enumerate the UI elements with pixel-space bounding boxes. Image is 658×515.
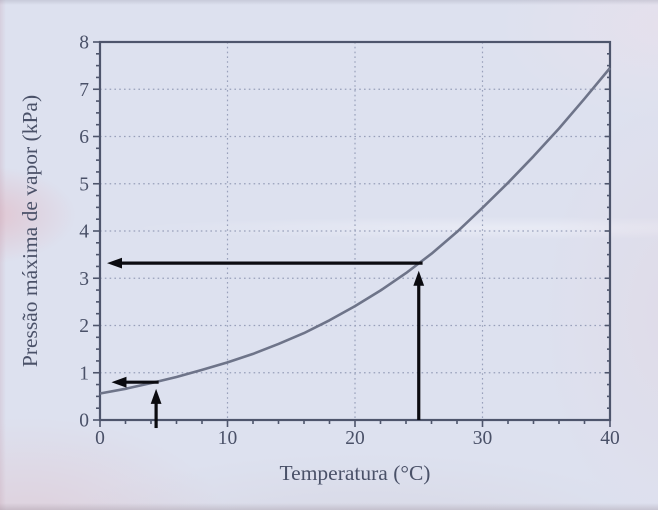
reading-arrows (107, 257, 425, 429)
x-tick-label: 30 (473, 428, 493, 449)
arrow-up-at-25C (413, 270, 425, 420)
arrow-left-to-0p8-kPa (111, 376, 159, 388)
arrow-left-to-3p3-kPa (107, 257, 423, 269)
y-tick-label: 7 (79, 80, 89, 101)
x-tick-label: 10 (218, 428, 238, 449)
gridlines (100, 42, 610, 420)
x-tick-label: 40 (600, 428, 620, 449)
y-tick-label: 6 (79, 127, 89, 148)
y-tick-label: 0 (79, 411, 89, 432)
y-tick-label: 4 (79, 222, 89, 243)
arrow-head (150, 388, 162, 404)
tick-labels: 0 10 20 30 40 0 1 2 3 4 5 6 7 8 (79, 33, 620, 450)
x-tick-label: 0 (95, 428, 105, 449)
saturation-curve (99, 67, 612, 395)
y-tick-label: 5 (79, 174, 89, 195)
arrow-head (107, 257, 123, 269)
x-axis-title: Temperatura (°C) (280, 461, 431, 485)
axis-ticks (93, 41, 611, 427)
x-tick-label: 20 (345, 428, 365, 449)
y-tick-label: 8 (79, 33, 89, 54)
plot-border (98, 40, 612, 422)
arrow-head (111, 376, 127, 388)
arrow-up-at-4C (150, 388, 162, 429)
y-tick-label: 2 (79, 316, 89, 337)
y-tick-label: 1 (79, 363, 89, 384)
arrow-head (413, 270, 425, 286)
y-tick-label: 3 (79, 269, 89, 290)
y-axis-title: Pressão máxima de vapor (kPa) (18, 95, 42, 367)
